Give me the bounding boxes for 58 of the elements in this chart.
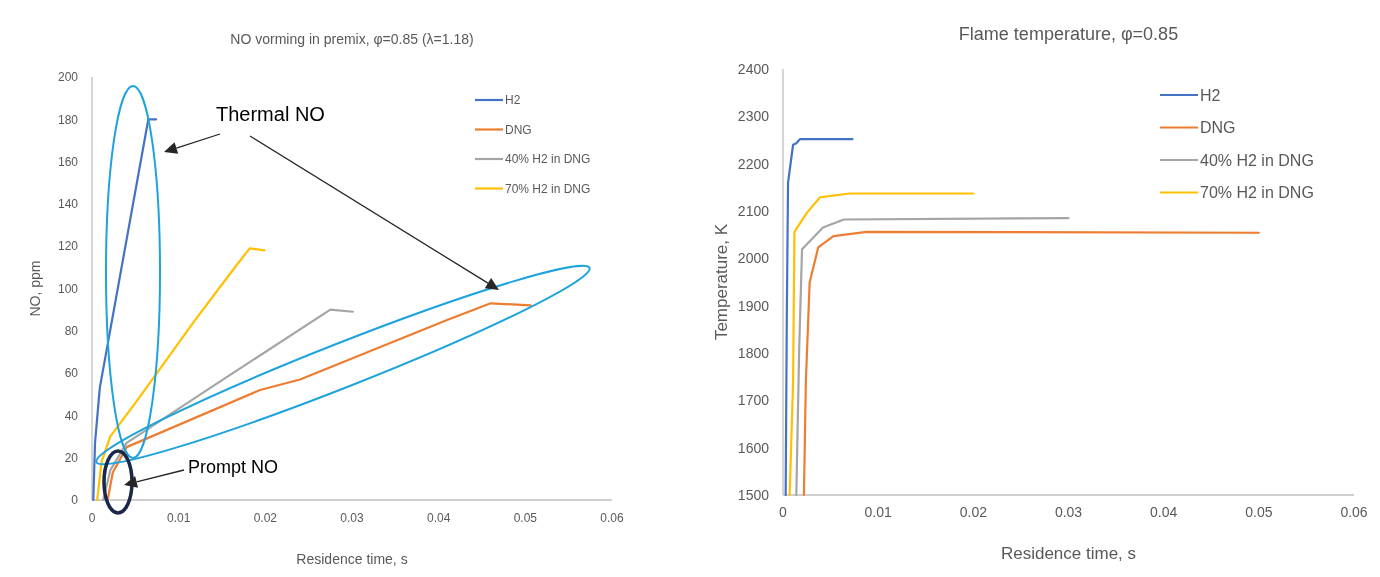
line-series — [102, 308, 354, 502]
y-tick-label: 100 — [57, 281, 79, 296]
y-axis-title: Temperature, K — [712, 223, 731, 341]
x-tick-label: 0.03 — [1054, 504, 1083, 520]
legend-label: DNG — [505, 122, 532, 137]
x-axis-title: Residence time, s — [1000, 544, 1137, 563]
x-tick-label: 0.02 — [253, 511, 278, 525]
chart-title: NO vorming in premix, φ=0.85 (λ=1.18) — [230, 31, 474, 47]
annotation: Prompt NO — [188, 457, 279, 477]
y-tick-label: 40 — [64, 408, 79, 423]
line-series — [92, 118, 158, 502]
legend-label: 70% H2 in DNG — [505, 181, 591, 196]
x-tick-label: 0.06 — [1340, 504, 1368, 520]
x-tick-label: 0.05 — [1245, 504, 1273, 520]
line-series — [788, 192, 975, 497]
y-tick-label: 2200 — [737, 155, 770, 172]
y-tick-label: 200 — [57, 70, 79, 85]
line-series — [784, 137, 854, 497]
annotation: Thermal NO — [216, 103, 325, 125]
y-tick-label: 1900 — [737, 297, 770, 314]
x-tick-label: 0.01 — [864, 504, 892, 520]
line-series — [106, 302, 532, 502]
y-tick-label: 2400 — [737, 60, 770, 77]
y-tick-label: 160 — [57, 154, 79, 169]
y-tick-label: 20 — [64, 450, 79, 465]
legend-label: 70% H2 in DNG — [1200, 184, 1314, 202]
x-tick-label: 0.04 — [426, 511, 451, 525]
line-series — [802, 230, 1260, 497]
y-tick-label: 2300 — [737, 108, 770, 125]
x-tick-label: 0 — [779, 504, 788, 520]
x-axis-title: Residence time, s — [296, 551, 408, 567]
y-axis-title: NO, ppm — [27, 260, 43, 317]
y-tick-label: 0 — [71, 493, 79, 508]
legend-label: DNG — [1200, 119, 1236, 137]
x-tick-label: 0.06 — [600, 511, 624, 525]
y-tick-label: 120 — [57, 239, 79, 254]
y-tick-label: 1700 — [737, 392, 770, 409]
y-tick-label: 140 — [57, 197, 79, 212]
line-series — [795, 217, 1070, 497]
y-tick-label: 1600 — [737, 439, 770, 456]
legend-label: 40% H2 in DNG — [505, 152, 591, 167]
x-tick-label: 0 — [88, 511, 96, 525]
y-tick-label: 80 — [64, 324, 79, 338]
y-tick-label: 2000 — [737, 250, 770, 267]
y-tick-label: 180 — [57, 112, 79, 127]
y-tick-label: 1800 — [737, 344, 770, 361]
legend-label: H2 — [505, 93, 521, 108]
chart-title: Flame temperature, φ=0.85 — [958, 24, 1179, 44]
x-tick-label: 0.04 — [1150, 504, 1178, 520]
x-tick-label: 0.02 — [959, 504, 988, 520]
y-tick-label: 1500 — [737, 486, 770, 503]
y-tick-label: 2100 — [737, 202, 770, 219]
x-tick-label: 0.03 — [340, 511, 364, 525]
x-tick-label: 0.05 — [513, 511, 538, 525]
legend-label: H2 — [1200, 86, 1221, 104]
x-tick-label: 0.01 — [166, 511, 191, 525]
y-tick-label: 60 — [64, 366, 79, 381]
legend-label: 40% H2 in DNG — [1200, 151, 1314, 169]
